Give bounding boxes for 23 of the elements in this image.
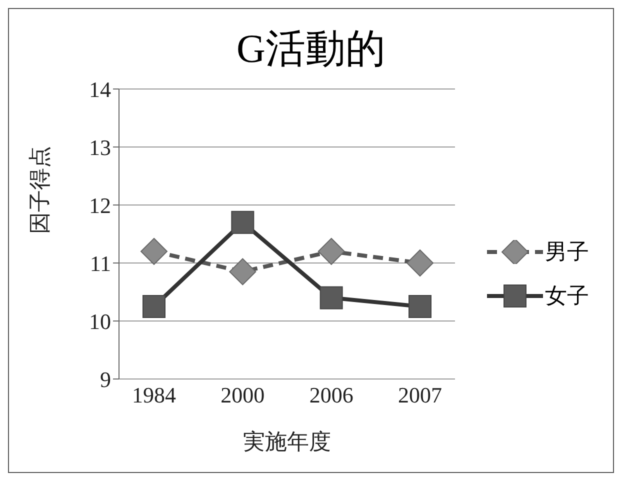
chart-title: G活動的	[236, 26, 386, 71]
y-tick-label: 14	[89, 76, 111, 102]
point	[229, 258, 256, 286]
point	[142, 295, 166, 318]
y-tick-label: 11	[90, 250, 111, 276]
legend-label: 男子	[545, 238, 589, 266]
y-tick-label: 12	[89, 192, 111, 218]
point	[406, 250, 434, 276]
point	[140, 238, 168, 265]
x-axis-title: 実施年度	[243, 429, 331, 454]
y-tick-label: 10	[89, 308, 111, 334]
x-tick-label: 2006	[309, 382, 354, 408]
y-tick-label: 9	[100, 366, 111, 392]
point	[318, 238, 345, 265]
point	[408, 295, 432, 318]
point	[231, 210, 254, 234]
y-tick-label: 13	[89, 134, 111, 160]
x-tick-label: 2000	[220, 382, 265, 408]
legend-label: 女子	[545, 282, 589, 310]
point	[320, 286, 343, 310]
x-tick-label: 2007	[398, 382, 442, 408]
y-axis-title: 因子得点	[26, 146, 52, 234]
x-tick-label: 1984	[132, 382, 176, 408]
